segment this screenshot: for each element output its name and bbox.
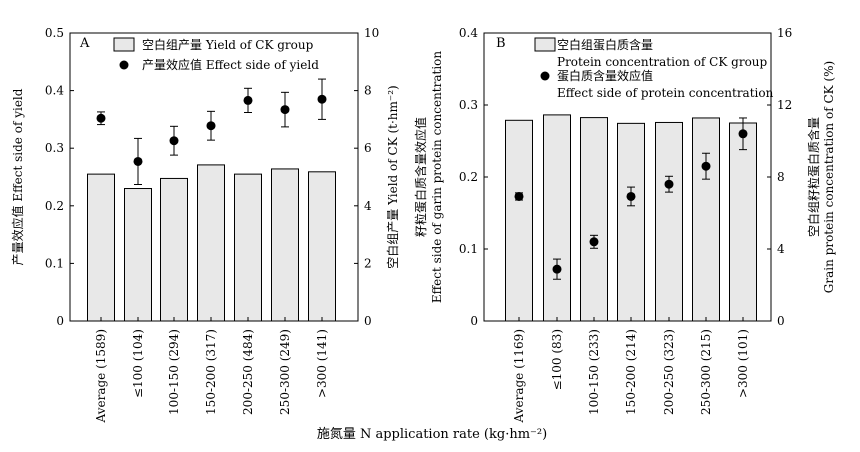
bar: [692, 117, 720, 322]
y-tick-label-right: 6: [364, 141, 372, 155]
y-tick-label-left: 0.2: [459, 170, 478, 184]
y-tick-label-right: 0: [364, 314, 372, 328]
y-tick-label-right: 2: [364, 256, 372, 270]
x-tick-label: 150-200 (214): [624, 329, 638, 415]
x-tick-label: ≤100 (104): [131, 329, 145, 398]
panel-a-chart: 0 0.1 0.2 0.3 0.4 0.5 0 2 4 6 8 10 Average (1589) ≤10…: [10, 26, 400, 423]
data-point: [243, 95, 253, 105]
data-point: [133, 156, 143, 166]
data-point: [317, 94, 327, 104]
legend-label: Effect side of protein concentration: [557, 86, 774, 100]
data-point: [169, 136, 179, 146]
x-tick-label: 200-250 (484): [241, 329, 255, 415]
legend-label: Protein concentration of CK group: [557, 55, 768, 69]
y-tick-label-left: 0.4: [45, 84, 64, 98]
y-tick-label-right: 8: [364, 84, 372, 98]
y-axis-title-right: 空白组籽粒蛋白质含量: [806, 117, 821, 237]
legend-label: 蛋白质含量效应值: [557, 68, 653, 83]
x-tick-label: >300 (141): [315, 329, 329, 398]
x-tick-label: Average (1589): [94, 329, 108, 423]
legend-label: 空白组产量 Yield of CK group: [142, 37, 314, 52]
x-tick-label: 200-250 (323): [662, 329, 676, 415]
x-tick-label: 150-200 (317): [204, 329, 218, 415]
y-tick-label-right: 0: [777, 314, 785, 328]
data-point: [589, 237, 599, 247]
y-tick-label-left: 0.2: [45, 199, 64, 213]
bar: [729, 122, 757, 322]
y-tick-label-left: 0: [56, 314, 64, 328]
y-tick-label-left: 0.4: [459, 26, 478, 40]
x-tick-label: 250-300 (215): [699, 329, 713, 415]
y-tick-label-left: 0.1: [459, 242, 478, 256]
data-point: [514, 191, 524, 201]
bar: [271, 168, 299, 322]
data-point: [701, 161, 711, 171]
y-tick-label-right: 8: [777, 170, 785, 184]
y-axis-title-left: Effect side of garin protein concentrati…: [430, 51, 444, 304]
bar: [617, 122, 645, 322]
legend-point-marker: [119, 60, 129, 70]
x-tick-label: 100-150 (233): [587, 329, 601, 415]
data-point: [280, 105, 290, 115]
y-tick-label-left: 0.5: [45, 26, 64, 40]
y-tick-label-left: 0.3: [45, 141, 64, 155]
x-tick-label: >300 (101): [736, 329, 750, 398]
legend-point-marker: [540, 71, 550, 81]
y-tick-label-right: 16: [777, 26, 792, 40]
y-tick-label-right: 10: [364, 26, 379, 40]
x-tick-label: Average (1169): [512, 329, 526, 423]
y-tick-label-right: 4: [777, 242, 785, 256]
y-axis-title-right: 空白组产量 Yield of CK (t·hm⁻²): [385, 85, 400, 269]
x-axis-title: 施氮量 N application rate (kg·hm⁻²): [317, 427, 547, 442]
bar: [580, 117, 608, 322]
legend-bar-swatch: [113, 37, 135, 52]
x-tick-label: 250-300 (249): [278, 329, 292, 415]
y-axis-title-left: 产量效应值 Effect side of yield: [10, 88, 25, 265]
y-tick-label-right: 12: [777, 98, 792, 112]
bar: [308, 171, 336, 322]
data-point: [664, 179, 674, 189]
y-axis-title-right: Grain protein concentration of CK (%): [822, 61, 836, 293]
bar: [505, 119, 533, 322]
bar: [87, 173, 115, 322]
y-tick-label-left: 0: [470, 314, 478, 328]
legend-label: 产量效应值 Effect side of yield: [142, 57, 319, 72]
x-tick-label: ≤100 (83): [550, 329, 564, 390]
data-point: [626, 191, 636, 201]
bar: [543, 114, 571, 322]
bar: [234, 173, 262, 322]
panel-label: B: [496, 36, 506, 51]
data-point: [206, 121, 216, 131]
data-point: [96, 113, 106, 123]
bar: [655, 121, 683, 322]
x-tick-label: 100-150 (294): [167, 329, 181, 415]
legend-bar-swatch: [534, 37, 556, 52]
plot-frame: [69, 32, 359, 322]
legend-label: 空白组蛋白质含量: [557, 37, 653, 52]
y-tick-label-left: 0.3: [459, 98, 478, 112]
y-axis-title-left: 籽粒蛋白质含量效应值: [413, 117, 428, 237]
y-tick-label-right: 4: [364, 199, 372, 213]
panel-b-chart: 0 0.1 0.2 0.3 0.4 0 4 8 12 16 Average (1169) ≤100 (…: [413, 26, 836, 423]
data-point: [738, 129, 748, 139]
bar: [160, 177, 188, 322]
bar: [197, 164, 225, 322]
y-tick-label-left: 0.1: [45, 256, 64, 270]
panel-label: A: [79, 36, 90, 51]
data-point: [552, 264, 562, 274]
bar: [124, 188, 152, 322]
